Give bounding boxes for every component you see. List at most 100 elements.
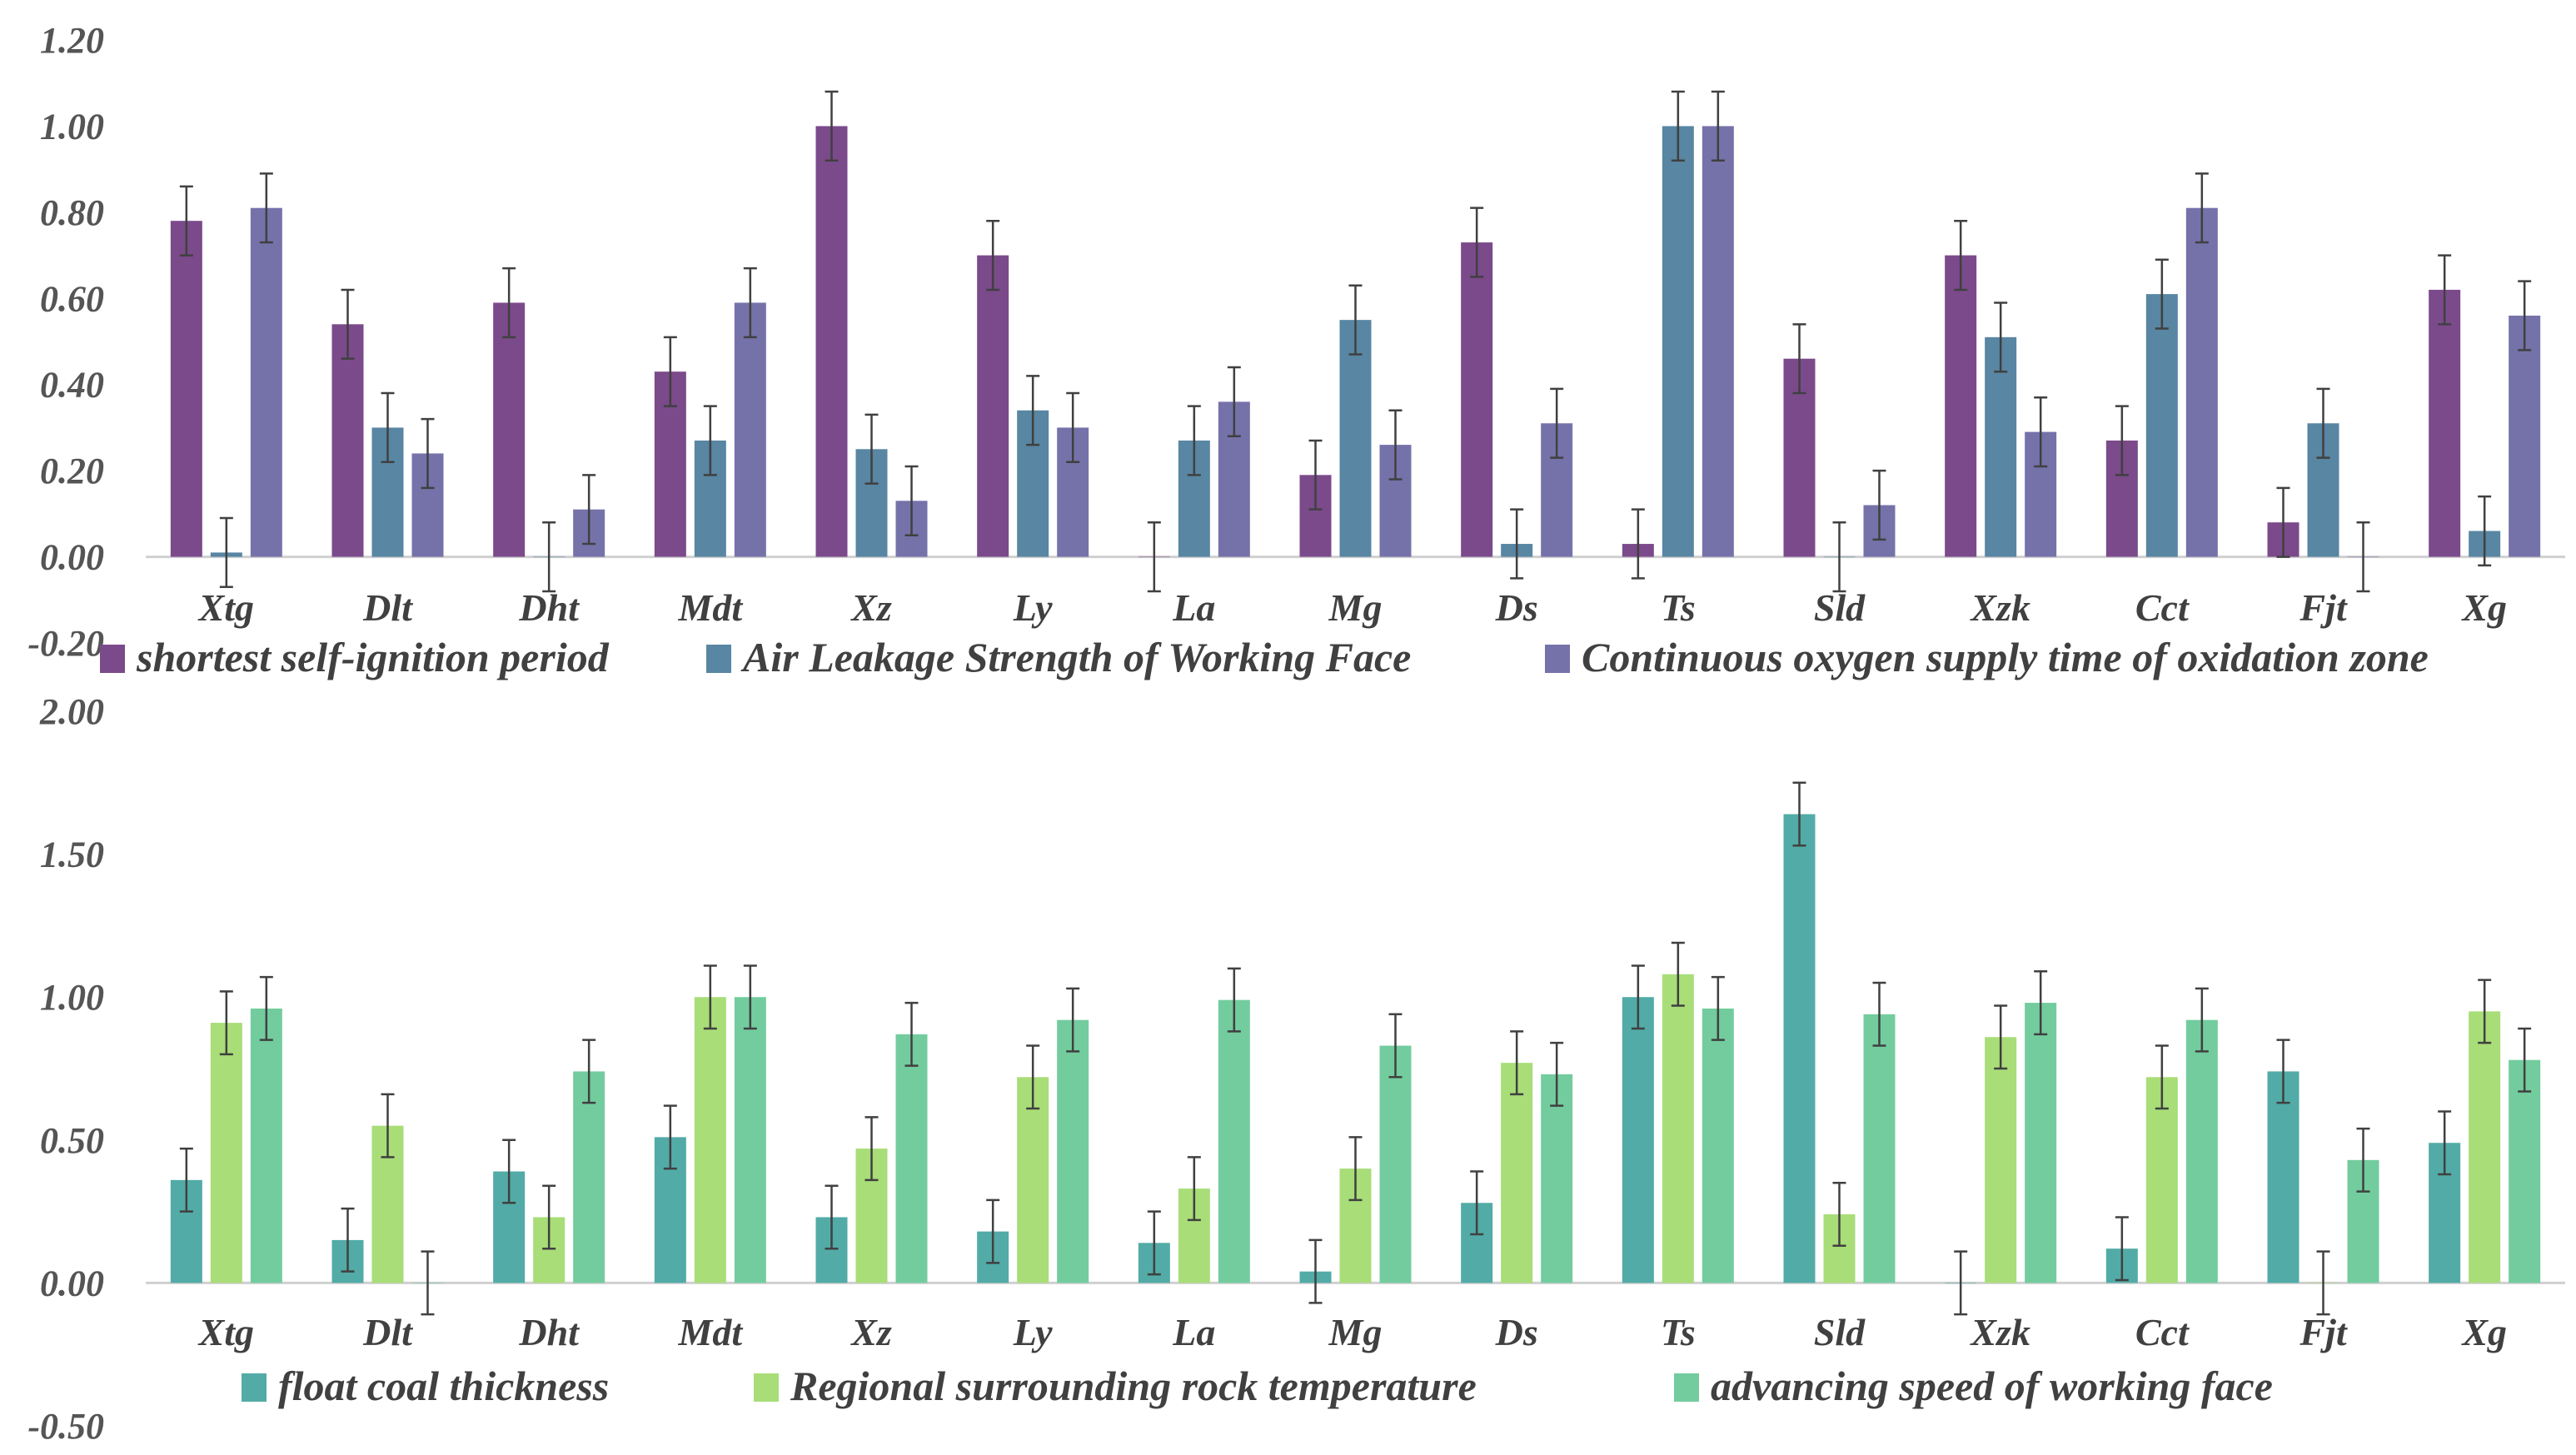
error-bar — [986, 219, 1000, 291]
error-bar — [179, 1147, 193, 1213]
error-bar — [1147, 521, 1161, 593]
error-bar — [1187, 1156, 1201, 1222]
error-bar — [259, 172, 273, 244]
bar-float-coal-thickness-ts — [1622, 997, 1654, 1283]
error-bar — [381, 391, 395, 464]
error-bar — [341, 288, 355, 360]
error-bar — [1954, 219, 1968, 291]
error-bar — [2316, 1250, 2330, 1316]
error-bar — [1994, 1004, 2008, 1070]
bar-advancing-speed-of-working-face-mg — [1379, 1045, 1412, 1283]
y-tick-label: 0.00 — [40, 1263, 104, 1303]
category-label: La — [1172, 1311, 1215, 1353]
error-bar — [1066, 391, 1080, 464]
y-tick-label: 0.50 — [40, 1120, 104, 1161]
error-bar — [986, 1198, 1000, 1264]
error-bar — [1308, 439, 1323, 511]
category-label: Dht — [518, 586, 580, 629]
bar-shortest-self-ignition-period-xg — [2429, 289, 2461, 557]
bar-advancing-speed-of-working-face-xg — [2509, 1059, 2541, 1283]
error-bar — [2034, 970, 2048, 1036]
bar-advancing-speed-of-working-face-xz — [895, 1034, 928, 1283]
bar-regional-surrounding-rock-temperature-ly — [1017, 1077, 1049, 1283]
error-bar — [1470, 207, 1484, 278]
error-bar — [1792, 781, 1806, 847]
legend-label: advancing speed of working face — [1711, 1363, 2273, 1409]
error-bar — [864, 1116, 879, 1182]
legend-label: Continuous oxygen supply time of oxidati… — [1582, 634, 2429, 680]
category-label: Ly — [1013, 1311, 1053, 1353]
error-bar — [1872, 981, 1886, 1047]
y-tick-label: 0.40 — [40, 365, 104, 406]
error-bar — [1994, 301, 2008, 373]
bar-shortest-self-ignition-period-ly — [977, 255, 1009, 557]
category-label: Xtg — [197, 1311, 254, 1353]
error-bar — [825, 90, 839, 162]
bar-continuous-oxygen-supply-time-of-oxidation-zone-xtg — [250, 207, 282, 557]
error-bar — [1470, 1170, 1484, 1236]
error-bar — [663, 1104, 677, 1170]
error-bar — [2276, 486, 2290, 558]
bar-shortest-self-ignition-period-dlt — [331, 324, 364, 557]
error-bar — [904, 1001, 919, 1067]
error-bar — [743, 964, 757, 1030]
error-bar — [421, 417, 435, 490]
category-label: Ds — [1495, 586, 1538, 629]
bar-regional-surrounding-rock-temperature-mdt — [694, 997, 726, 1283]
error-bar — [2034, 396, 2048, 468]
bar-shortest-self-ignition-period-dht — [493, 302, 526, 557]
y-tick-label: 0.20 — [40, 451, 104, 491]
bar-shortest-self-ignition-period-xtg — [170, 221, 202, 557]
bar-advancing-speed-of-working-face-mdt — [734, 997, 766, 1283]
y-tick-label: -0.20 — [27, 623, 104, 664]
error-bar — [2356, 521, 2370, 593]
legend-swatch — [1674, 1373, 1699, 1402]
legend-label: shortest self-ignition period — [136, 634, 610, 680]
error-bar — [2518, 280, 2532, 351]
bar-regional-surrounding-rock-temperature-ds — [1501, 1063, 1533, 1283]
bar-continuous-oxygen-supply-time-of-oxidation-zone-cct — [2185, 207, 2218, 557]
legend-swatch — [754, 1373, 779, 1402]
bar-air-leakage-strength-of-working-face-mg — [1339, 320, 1372, 557]
error-bar — [1348, 1136, 1363, 1202]
error-bar — [1631, 964, 1645, 1030]
error-bar — [2316, 387, 2330, 459]
error-bar — [2438, 1110, 2452, 1176]
bar-regional-surrounding-rock-temperature-ts — [1662, 974, 1694, 1283]
category-label: Xz — [850, 586, 892, 629]
error-bar — [1671, 90, 1685, 162]
error-bar — [1187, 405, 1201, 476]
y-tick-label: -0.50 — [27, 1406, 104, 1447]
error-bar — [1671, 941, 1685, 1007]
error-bar — [2478, 495, 2492, 567]
category-label: Xzk — [1969, 1311, 2030, 1353]
bar-advancing-speed-of-working-face-ds — [1541, 1074, 1573, 1283]
legend-label: Regional surrounding rock temperature — [790, 1363, 1477, 1409]
error-bar — [1954, 1250, 1968, 1316]
category-label: Fjt — [2299, 586, 2347, 629]
category-label: Ts — [1661, 586, 1696, 629]
chart-bottom: 2.00 1.50 1.00 0.50 0.00 -0.50 Xtg Dlt Dht Mdt Xz L… — [27, 691, 2565, 1447]
error-bar — [2356, 1127, 2370, 1193]
error-bar — [2155, 1044, 2169, 1110]
category-label: Xtg — [197, 586, 254, 629]
category-label: Xg — [2460, 1311, 2507, 1353]
category-label: La — [1172, 586, 1215, 629]
error-bar — [582, 474, 596, 546]
error-bar — [421, 1250, 435, 1316]
bar-air-leakage-strength-of-working-face-cct — [2145, 294, 2178, 557]
category-label: Sld — [1814, 1311, 1866, 1353]
error-bar — [1832, 521, 1846, 593]
y-tick-label: 1.00 — [40, 977, 104, 1018]
bar-regional-surrounding-rock-temperature-xzk — [1985, 1037, 2017, 1283]
error-bar — [1711, 975, 1725, 1041]
legend-label: float coal thickness — [278, 1363, 609, 1409]
category-label: Mg — [1328, 1311, 1383, 1353]
error-bar — [864, 413, 879, 485]
error-bar — [1872, 469, 1886, 541]
error-bar — [1026, 1044, 1040, 1110]
category-label: Dlt — [362, 1311, 413, 1353]
category-label: Xg — [2460, 586, 2507, 629]
error-bar — [1550, 387, 1564, 459]
y-tick-label: 0.60 — [40, 278, 104, 319]
